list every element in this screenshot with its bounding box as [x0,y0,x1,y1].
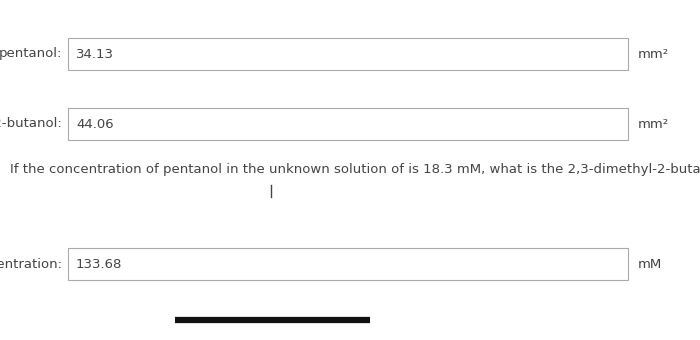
Text: 2,3-dimethyl-2-butanol:: 2,3-dimethyl-2-butanol: [0,118,62,131]
Text: concentration:: concentration: [0,257,62,271]
Text: If the concentration of pentanol in the unknown solution of is 18.3 mM, what is : If the concentration of pentanol in the … [10,164,700,176]
FancyBboxPatch shape [68,248,628,280]
FancyBboxPatch shape [68,108,628,140]
Text: pentanol:: pentanol: [0,48,62,61]
FancyBboxPatch shape [68,38,628,70]
Text: 133.68: 133.68 [76,257,122,271]
Text: 44.06: 44.06 [76,118,113,131]
Text: mm²: mm² [638,118,669,131]
Text: mM: mM [638,257,662,271]
Text: 34.13: 34.13 [76,48,114,61]
Text: mm²: mm² [638,48,669,61]
